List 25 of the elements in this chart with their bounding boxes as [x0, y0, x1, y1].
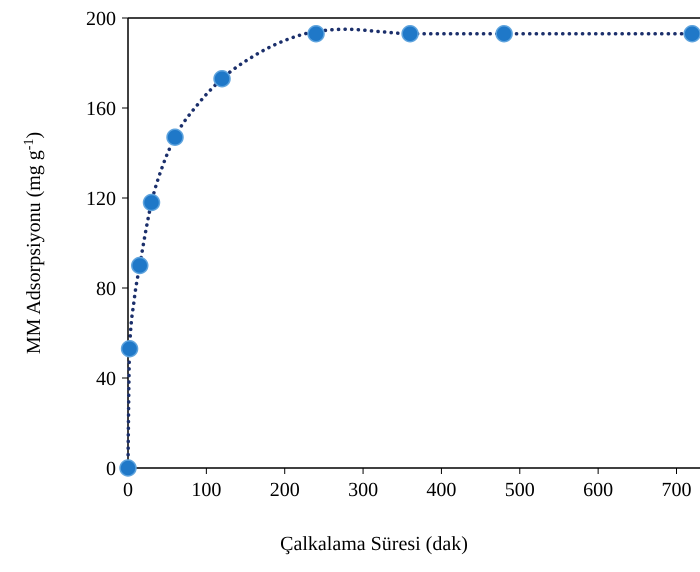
point — [166, 128, 184, 146]
point — [307, 25, 325, 42]
x-tick-label: 600 — [583, 479, 614, 501]
x-tick-label: 200 — [270, 479, 300, 501]
y-tick-label: 160 — [86, 98, 116, 120]
x-tick-label: 700 — [661, 479, 692, 501]
point — [683, 25, 700, 42]
x-tick-label: 300 — [348, 479, 378, 501]
x-tick-label: 100 — [191, 479, 222, 501]
y-tick-label: 40 — [96, 368, 116, 390]
x-tick-label: 0 — [123, 479, 133, 501]
x-axis-title: Çalkalama Süresi (dak) — [280, 533, 468, 555]
y-tick-label: 0 — [106, 458, 116, 480]
y-tick-label: 80 — [96, 278, 116, 300]
x-tick-label: 400 — [426, 479, 456, 501]
y-tick-label: 120 — [86, 188, 116, 210]
point — [495, 25, 513, 42]
point — [142, 194, 160, 212]
point — [213, 70, 231, 88]
x-tick-label: 500 — [504, 479, 535, 501]
point — [131, 256, 149, 274]
point — [120, 340, 138, 358]
y-tick-label: 200 — [86, 8, 116, 30]
point — [401, 25, 419, 42]
point — [119, 459, 137, 477]
